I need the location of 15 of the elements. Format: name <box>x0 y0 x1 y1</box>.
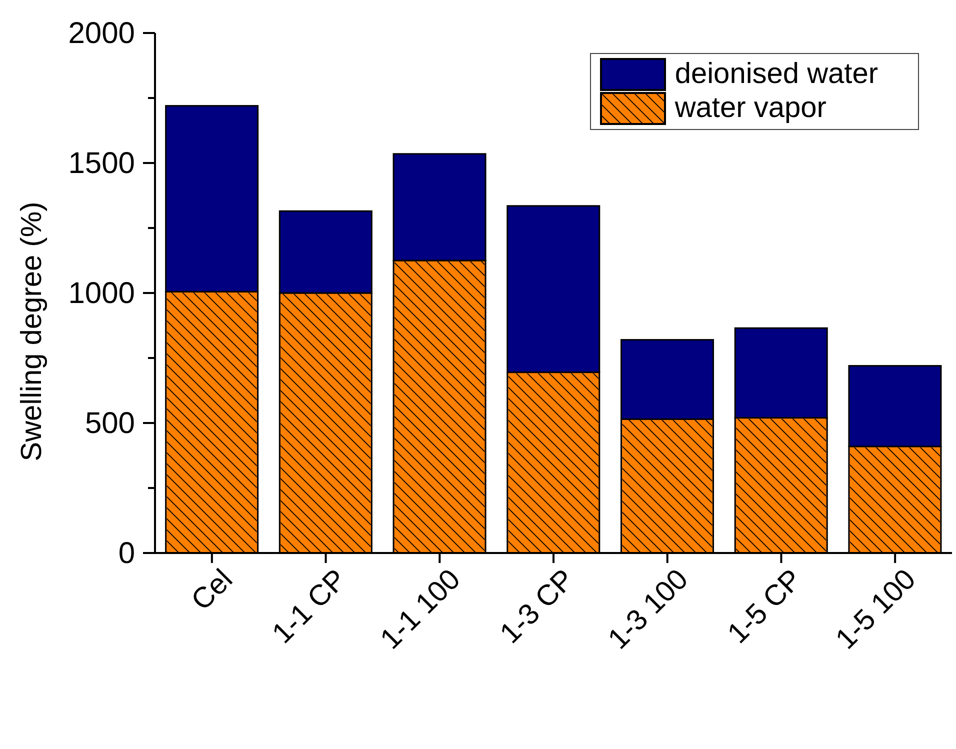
legend-label: water vapor <box>674 91 826 125</box>
x-tick-label: Cel <box>186 563 240 617</box>
x-tick-label: 1-3 100 <box>602 563 694 656</box>
y-tick-label: 2000 <box>68 16 135 50</box>
legend-label: deionised water <box>674 57 878 91</box>
y-axis-title: Swelling degree (%) <box>16 202 48 462</box>
y-tick-label: 1500 <box>68 146 135 180</box>
x-tick-label: 1-3 CP <box>494 563 581 650</box>
y-tick-label: 500 <box>84 406 135 440</box>
x-tick-label: 1-5 100 <box>830 563 922 656</box>
y-tick-label: 0 <box>118 536 135 570</box>
x-tick-label: 1-1 100 <box>374 563 467 656</box>
x-tick-label: 1-5 CP <box>722 563 808 650</box>
x-tick-label: 1-1 CP <box>266 563 353 650</box>
y-tick-label: 1000 <box>68 276 135 310</box>
